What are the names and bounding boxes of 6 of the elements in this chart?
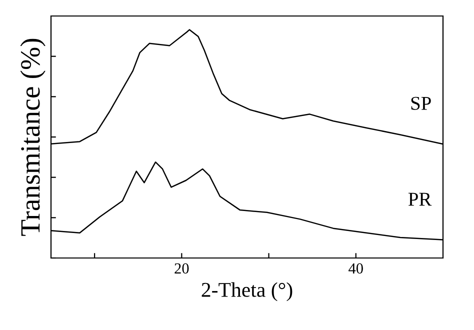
x-tick-label: 40 xyxy=(348,263,363,274)
series-label: SP xyxy=(411,96,431,110)
x-axis-title: 2-Theta (°) xyxy=(202,282,292,302)
x-tick-label: 20 xyxy=(174,263,189,274)
series-label: PR xyxy=(408,192,432,206)
y-axis-title: Transmitance (%) xyxy=(20,38,46,236)
